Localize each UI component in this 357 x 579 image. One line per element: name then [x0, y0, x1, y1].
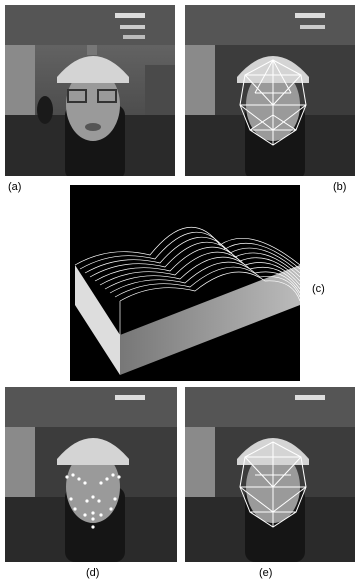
surface-plot-c: [70, 185, 300, 381]
face-photo-b: [185, 5, 355, 176]
panel-label-b: (b): [333, 181, 347, 193]
feature-point-markers: [65, 473, 121, 529]
surface-wireframe: [74, 227, 300, 335]
triangular-mesh-b: [239, 59, 307, 146]
panel-label-c: (c): [312, 283, 325, 295]
panel-c-surface-plot: [70, 185, 300, 381]
panel-e-fitted-mesh: [185, 387, 355, 562]
panel-label-a: (a): [8, 181, 22, 193]
face-photo-d: [5, 387, 177, 562]
triangular-mesh-e: [239, 441, 307, 528]
panel-d-feature-points: [5, 387, 177, 562]
panel-a-face-photo: [5, 5, 175, 176]
panel-label-e: (e): [259, 567, 273, 579]
panel-label-d: (d): [86, 567, 100, 579]
face-photo-e: [185, 387, 355, 562]
panel-b-face-mesh: [185, 5, 355, 176]
face-photo-a: [5, 5, 175, 176]
